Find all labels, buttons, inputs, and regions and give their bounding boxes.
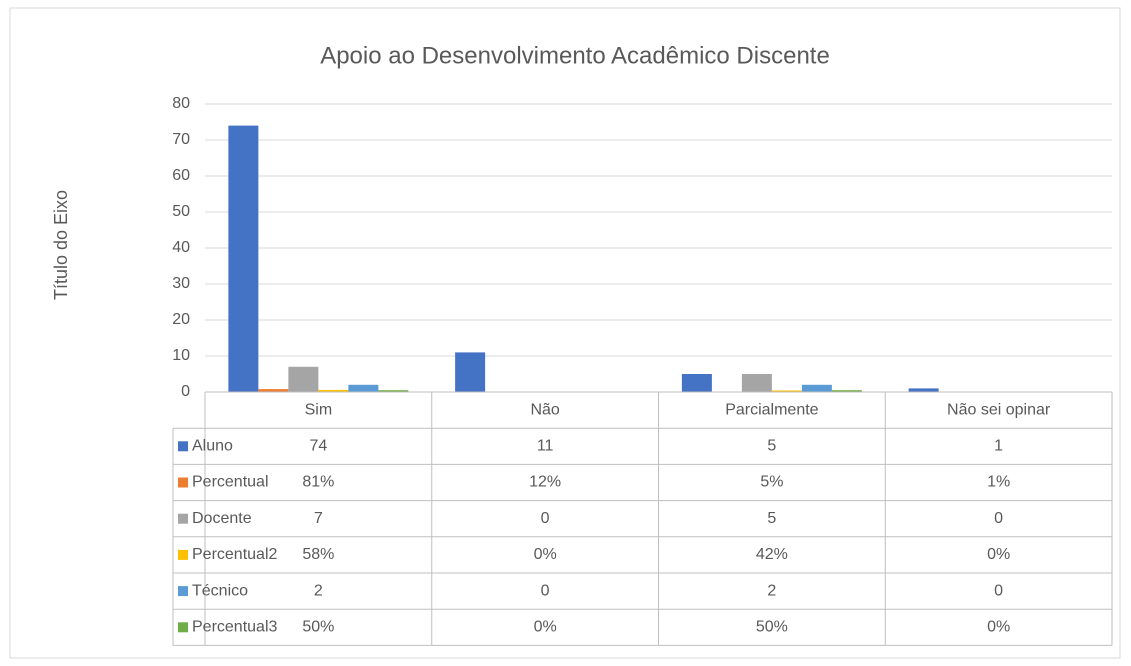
table-cell: 0 [541,510,550,527]
table-cell: 0 [541,582,550,599]
legend-key [178,513,188,524]
legend-label: Percentual2 [192,546,277,563]
y-tick-label: 0 [181,383,190,400]
table-cell: 42% [756,546,788,563]
bar [801,384,832,392]
x-tick-label: Parcialmente [725,401,818,418]
table-cell: 74 [309,438,327,455]
legend-key [178,441,188,452]
table-cell: 50% [756,619,788,636]
x-tick-label: Não sei opinar [947,401,1051,418]
table-cell: 0% [987,619,1010,636]
table-cell: 0% [534,546,557,563]
y-tick-label: 10 [172,347,190,364]
table-cell: 12% [529,474,561,491]
table-cell: 58% [302,546,334,563]
y-tick-label: 70 [172,131,190,148]
x-tick-label: Não [530,401,559,418]
legend-key [178,549,188,560]
table-cell: 50% [302,619,334,636]
y-tick-label: 50 [172,203,190,220]
legend-key [178,477,188,488]
table-cell: 0 [994,510,1003,527]
legend-key [178,586,188,597]
bar [258,389,289,392]
y-tick-label: 80 [172,95,190,112]
table-cell: 11 [537,438,554,455]
bar [741,374,772,392]
table-cell: 7 [314,510,323,527]
bar [228,125,259,392]
y-tick-label: 60 [172,167,190,184]
table-cell: 1% [987,474,1010,491]
x-tick-label: Sim [305,401,333,418]
table-cell: 2 [767,582,776,599]
bar [348,384,379,392]
table-cell: 0% [534,619,557,636]
table-cell: 2 [314,582,323,599]
legend-label: Percentual [192,474,269,491]
y-tick-label: 40 [172,239,190,256]
legend-key [178,622,188,633]
table-cell: 0% [987,546,1010,563]
table-cell: 1 [994,438,1003,455]
bar [455,352,486,392]
chart-title: Apoio ao Desenvolvimento Acadêmico Disce… [320,42,830,69]
table-cell: 5% [760,474,783,491]
bar [681,374,712,392]
y-tick-label: 20 [172,311,190,328]
y-tick-label: 30 [172,275,190,292]
chart-border [9,7,1121,659]
bar [318,389,349,392]
bar [908,388,939,392]
legend-label: Docente [192,510,252,527]
table-cell: 5 [767,510,776,527]
table-cell: 0 [994,582,1003,599]
legend-label: Aluno [192,438,233,455]
bar [771,390,802,392]
bar [378,390,409,392]
bar [288,366,319,392]
legend-label: Percentual3 [192,619,277,636]
table-cell: 81% [302,474,334,491]
bar [831,390,862,392]
y-axis-title: Título do Eixo [51,190,71,300]
table-cell: 5 [767,438,776,455]
legend-label: Técnico [192,582,248,599]
